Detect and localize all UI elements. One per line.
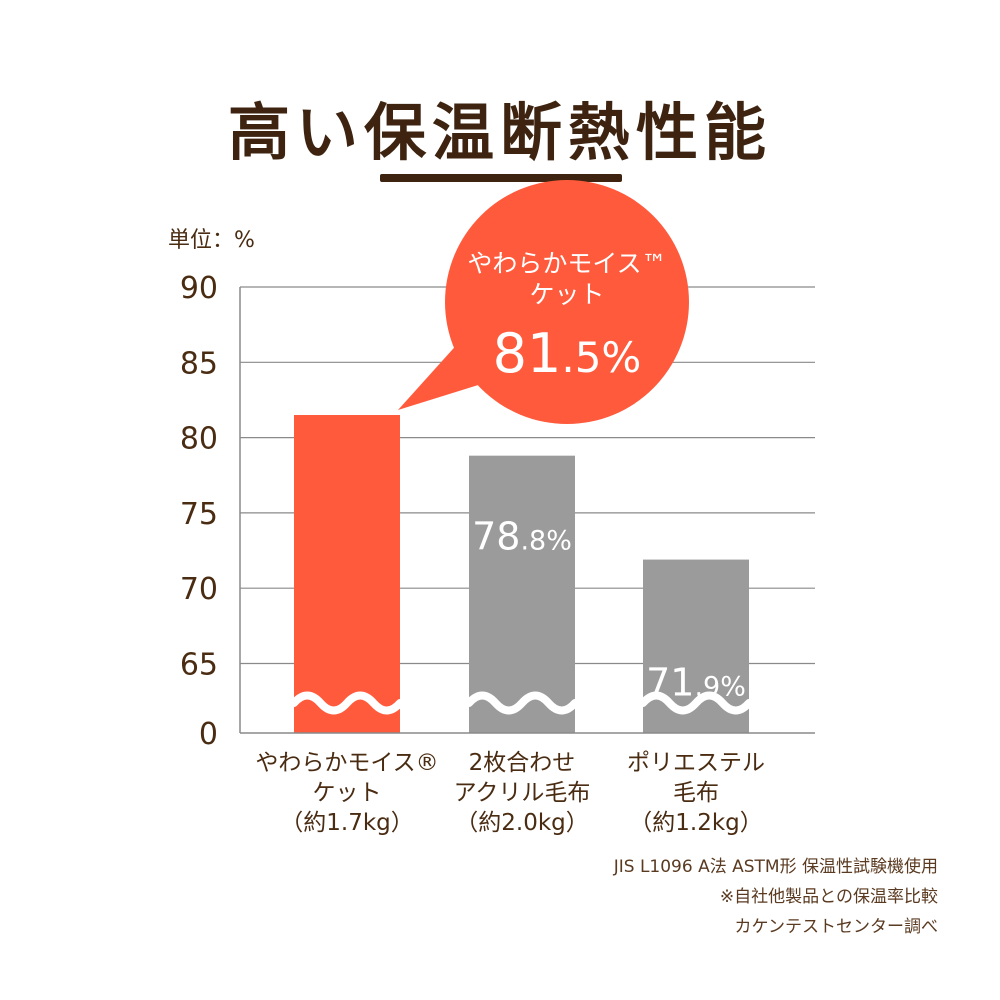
y-tick-label: 85 (180, 346, 218, 381)
x-category-label: （約2.0kg） (455, 810, 589, 836)
page-title: 高い保温断熱性能 (227, 96, 772, 169)
unit-label: 単位：% (168, 228, 255, 253)
axis-lines (239, 287, 815, 734)
bar-data-label: 78.8% (472, 515, 572, 559)
x-category-label: 毛布 (673, 780, 719, 806)
callout-product-name: やわらかモイス™ (467, 249, 666, 278)
footnote-test-method: JIS L1096 A法 ASTM形 保温性試験機使用 (613, 857, 938, 877)
callout-product-name-2: ケット (529, 280, 604, 309)
axis-break-wave (290, 691, 404, 715)
callout-value: 81.5% (493, 322, 642, 385)
x-category-label: （約1.2kg） (629, 810, 763, 836)
y-tick-label: 90 (180, 271, 218, 306)
title-underline (380, 174, 622, 182)
x-category-label: 2枚合わせ (469, 750, 576, 776)
y-tick-label: 0 (199, 717, 218, 752)
y-tick-label: 65 (180, 648, 218, 683)
x-category-label: ポリエステル (627, 750, 765, 776)
x-category-label: アクリル毛布 (454, 780, 591, 806)
x-category-label: やわらかモイス® (255, 750, 438, 776)
bar-data-label: 71.9% (646, 661, 746, 705)
axis-break-wave (465, 691, 579, 715)
y-tick-label: 80 (180, 422, 218, 457)
y-axis-tick-labels: 90 85 80 75 70 65 0 (180, 271, 218, 752)
axis-break-wave (639, 691, 753, 715)
y-tick-label: 75 (180, 497, 218, 532)
x-category-label: （約1.7kg） (280, 810, 414, 836)
callout-circle (445, 180, 689, 424)
footnote-tester: カケンテストセンター調べ (734, 917, 939, 937)
x-category-label: ケット (313, 780, 382, 806)
bar (294, 415, 400, 733)
y-tick-label: 70 (180, 572, 218, 607)
footnote-comparison: ※自社他製品との保温率比較 (719, 887, 938, 907)
bar (469, 455, 575, 733)
bars: 78.8% 71.9% (290, 415, 753, 733)
